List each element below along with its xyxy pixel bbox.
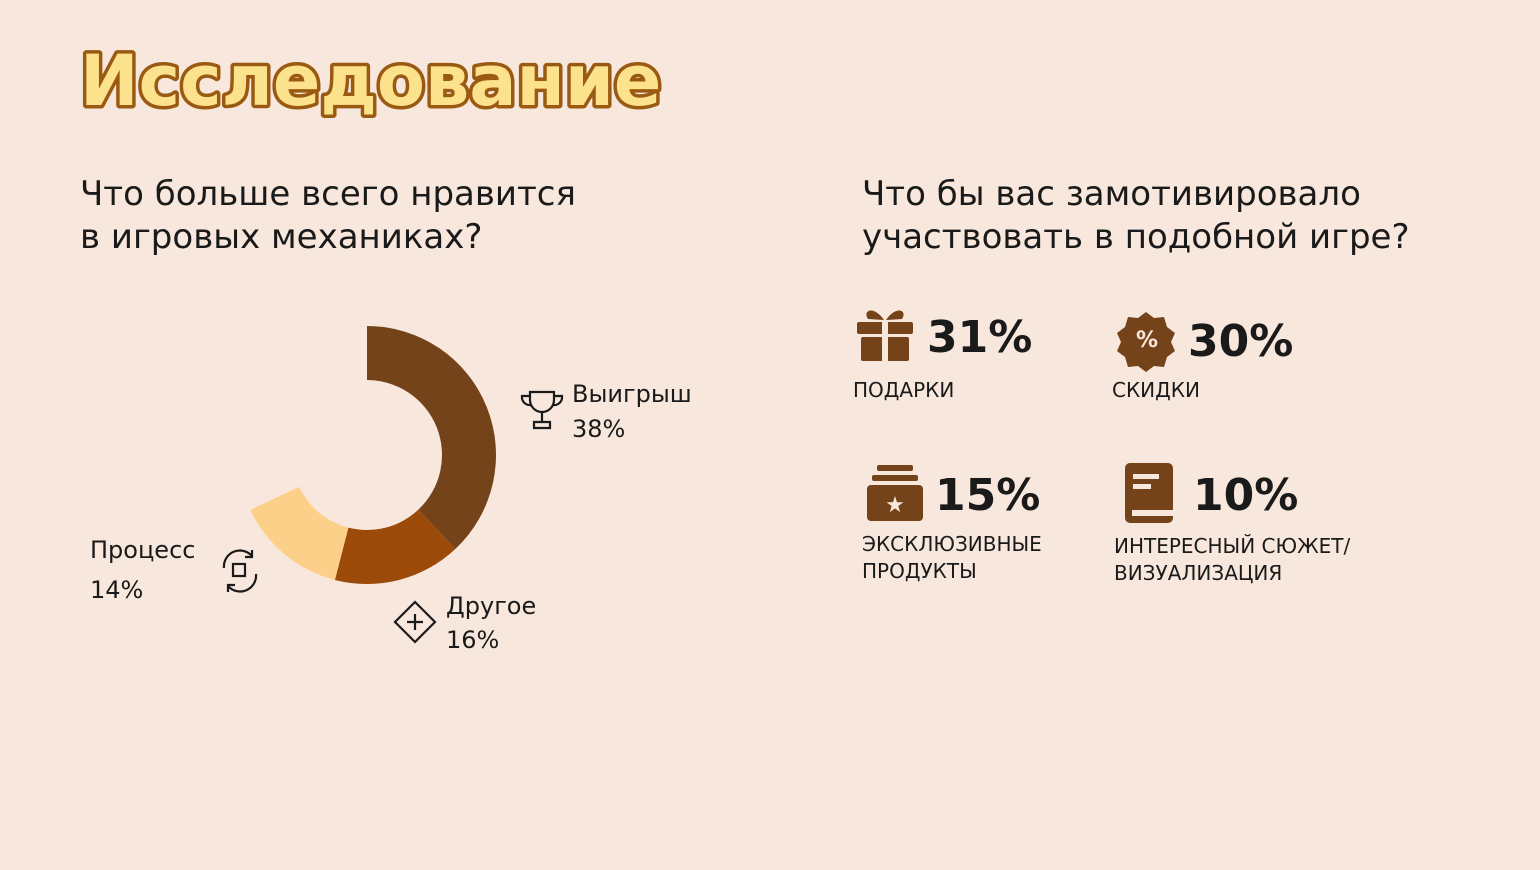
segment-value: 38%: [572, 415, 625, 443]
slide-title: Исследование: [80, 40, 661, 122]
diamond-icon: [393, 600, 437, 644]
box-icon: ★: [867, 465, 923, 521]
segment-label: Процесс: [90, 536, 195, 564]
stat-label: ЭКСКЛЮЗИВНЫЕ: [862, 532, 1042, 556]
donut-segment: [367, 326, 496, 550]
book-icon: [1125, 463, 1173, 523]
donut-segment: [250, 486, 349, 580]
stat-label: ПОДАРКИ: [853, 378, 954, 402]
discount-icon: %: [1117, 312, 1175, 372]
trophy-icon: [520, 390, 564, 430]
stat-label: СКИДКИ: [1112, 378, 1200, 402]
chart-title: Что больше всего нравится: [80, 174, 576, 214]
stat-value: 31%: [927, 312, 1032, 363]
stat-value: 30%: [1188, 316, 1293, 367]
segment-value: 16%: [446, 626, 499, 654]
segment-label: Другое: [446, 592, 536, 620]
question: участвовать в подобной игре?: [862, 217, 1410, 257]
chart-title: в игровых механиках?: [80, 217, 482, 257]
gift-icon: [857, 310, 913, 362]
cycle-icon: [222, 549, 258, 593]
svg-text:%: %: [1136, 328, 1158, 353]
stat-label: ПРОДУКТЫ: [862, 559, 977, 583]
stat-value: 10%: [1193, 470, 1298, 521]
donut-segment: [334, 509, 456, 584]
stat-label: ВИЗУАЛИЗАЦИЯ: [1114, 561, 1282, 585]
segment-label: Выигрыш: [572, 380, 692, 408]
stat-value: 15%: [935, 470, 1040, 521]
segment-value: 14%: [90, 576, 143, 604]
stat-label: ИНТЕРЕСНЫЙ СЮЖЕТ/: [1114, 534, 1350, 558]
svg-text:★: ★: [885, 493, 905, 518]
question: Что бы вас замотивировало: [862, 174, 1361, 214]
